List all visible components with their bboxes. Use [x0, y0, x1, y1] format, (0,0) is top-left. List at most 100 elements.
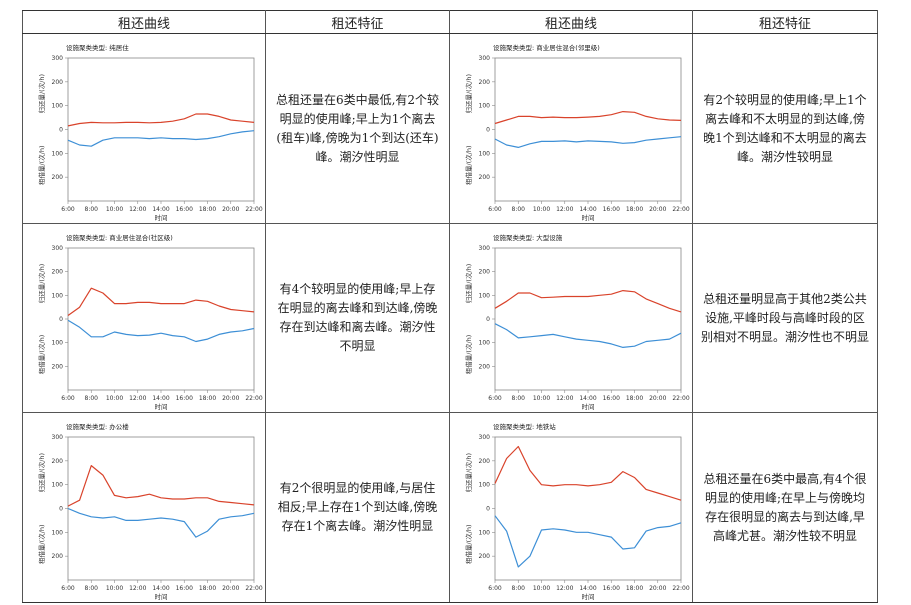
x-tick-label: 12:00: [129, 585, 146, 592]
chart-title: 设施聚类类型: 办公楼: [66, 422, 129, 431]
return-series-line: [494, 289, 682, 313]
x-tick-label: 18:00: [199, 206, 216, 213]
x-tick-label: 22:00: [672, 395, 689, 402]
x-tick-label: 20:00: [222, 206, 239, 213]
y-axis-label-borrow: 租借量/(次/h): [37, 145, 46, 185]
x-tick-label: 22:00: [672, 585, 689, 592]
chart-title: 设施聚类类型: 纯居住: [66, 43, 129, 52]
y-tick-label: 300: [52, 55, 64, 62]
y-axis-label-borrow: 租借量/(次/h): [464, 524, 473, 564]
chart-title: 设施聚类类型: 大型设施: [493, 233, 563, 242]
x-tick-label: 8:00: [85, 395, 99, 402]
y-tick-label: 200: [52, 269, 64, 276]
x-tick-label: 14:00: [579, 585, 596, 592]
x-tick-label: 22:00: [672, 206, 689, 213]
y-axis-label-borrow: 租借量/(次/h): [37, 524, 46, 564]
y-tick-label: 100: [479, 103, 491, 110]
x-tick-label: 12:00: [129, 395, 146, 402]
feature-description: 总租还量明显高于其他2类公共设施,平峰时段与高峰时段的区别相对不明显。潮汐性也不…: [692, 223, 878, 413]
x-tick-label: 12:00: [129, 206, 146, 213]
x-tick-label: 14:00: [579, 206, 596, 213]
y-axis-label-return: 归还量/(次/h): [37, 74, 46, 114]
feature-description: 总租还量在6类中最低,有2个较明显的使用峰;早上为1个离去(租车)峰,傍晚为1个…: [265, 33, 450, 224]
y-tick-label: 300: [479, 245, 491, 252]
x-axis-label: 时间: [155, 402, 168, 411]
x-tick-label: 16:00: [603, 395, 620, 402]
x-tick-label: 18:00: [626, 206, 643, 213]
y-tick-label: 100: [52, 482, 64, 489]
y-tick-label: 300: [479, 55, 491, 62]
y-tick-label: 100: [52, 529, 64, 536]
y-tick-label: 0: [59, 127, 63, 134]
x-tick-label: 20:00: [222, 395, 239, 402]
y-tick-label: 200: [479, 79, 491, 86]
y-axis-label-borrow: 租借量/(次/h): [464, 335, 473, 375]
line-chart: 设施聚类类型: 商业居住混合(社区级)300 200 100 0 100 200 6:00 8…: [37, 233, 263, 411]
y-axis-label-borrow: 租借量/(次/h): [37, 335, 46, 375]
y-tick-label: 0: [486, 506, 490, 513]
chart-cell: 设施聚类类型: 大型设施 300 200 100 0 100 200 6:00 8:00 10:0…: [449, 223, 693, 413]
x-tick-label: 16:00: [603, 585, 620, 592]
plot-frame: [67, 247, 255, 391]
x-tick-label: 22:00: [245, 206, 262, 213]
x-tick-label: 8:00: [512, 585, 526, 592]
x-tick-label: 18:00: [626, 585, 643, 592]
x-tick-label: 10:00: [106, 395, 123, 402]
return-series-line: [494, 110, 682, 125]
x-tick-label: 22:00: [245, 585, 262, 592]
y-tick-label: 100: [52, 340, 64, 347]
header-cell: 租还特征: [265, 10, 450, 34]
y-tick-label: 300: [52, 434, 64, 441]
table-row: 设施聚类类型: 商业居住混合(社区级) 300 200 100 0 100 200 6:00 8…: [22, 223, 878, 413]
x-tick-label: 8:00: [85, 206, 99, 213]
plot-frame: [494, 57, 682, 202]
x-tick-label: 6:00: [488, 585, 502, 592]
plot-frame: [67, 436, 255, 581]
y-axis-label-return: 归还量/(次/h): [37, 453, 46, 493]
x-tick-label: 6:00: [488, 395, 502, 402]
x-tick-label: 20:00: [222, 585, 239, 592]
x-tick-label: 6:00: [61, 395, 75, 402]
x-tick-label: 22:00: [245, 395, 262, 402]
x-tick-label: 10:00: [533, 206, 550, 213]
x-tick-label: 8:00: [512, 395, 526, 402]
x-tick-label: 14:00: [152, 585, 169, 592]
x-tick-label: 16:00: [176, 395, 193, 402]
chart-title: 设施聚类类型: 地铁站: [493, 422, 556, 431]
plot-frame: [494, 247, 682, 391]
chart-title: 设施聚类类型: 商业居住混合(社区级): [66, 233, 173, 242]
y-tick-label: 100: [479, 150, 491, 157]
feature-description: 有4个较明显的使用峰;早上存在明显的离去峰和到达峰,傍晚存在到达峰和离去峰。潮汐…: [265, 223, 450, 413]
x-tick-label: 8:00: [512, 206, 526, 213]
chart-cell: 设施聚类类型: 办公楼 300 200 100 0 100 200 6:00 8:00 10:00…: [22, 412, 266, 603]
x-tick-label: 10:00: [106, 585, 123, 592]
y-tick-label: 200: [52, 79, 64, 86]
x-tick-label: 6:00: [61, 585, 75, 592]
feature-description: 有2个较明显的使用峰;早上1个离去峰和不太明显的到达峰,傍晚1个到达峰和不太明显…: [692, 33, 878, 224]
y-tick-label: 200: [52, 458, 64, 465]
x-tick-label: 16:00: [176, 585, 193, 592]
plot-frame: [67, 57, 255, 202]
y-tick-label: 200: [52, 553, 64, 560]
x-tick-label: 16:00: [603, 206, 620, 213]
x-tick-label: 18:00: [199, 585, 216, 592]
y-tick-label: 100: [52, 292, 64, 299]
y-tick-label: 100: [479, 340, 491, 347]
x-tick-label: 20:00: [649, 206, 666, 213]
y-tick-label: 100: [52, 103, 64, 110]
y-tick-label: 0: [59, 316, 63, 323]
x-tick-label: 10:00: [533, 585, 550, 592]
y-tick-label: 200: [479, 458, 491, 465]
x-tick-label: 6:00: [488, 206, 502, 213]
borrow-series-line: [67, 507, 255, 538]
return-series-line: [67, 113, 255, 127]
y-axis-label-return: 归还量/(次/h): [464, 453, 473, 493]
y-axis-label-return: 归还量/(次/h): [464, 264, 473, 304]
x-axis-label: 时间: [582, 213, 595, 222]
header-cell: 租还特征: [692, 10, 878, 34]
chart-cell: 设施聚类类型: 地铁站 300 200 100 0 100 200 6:00 8:00 10:00…: [449, 412, 693, 603]
x-axis-label: 时间: [582, 402, 595, 411]
